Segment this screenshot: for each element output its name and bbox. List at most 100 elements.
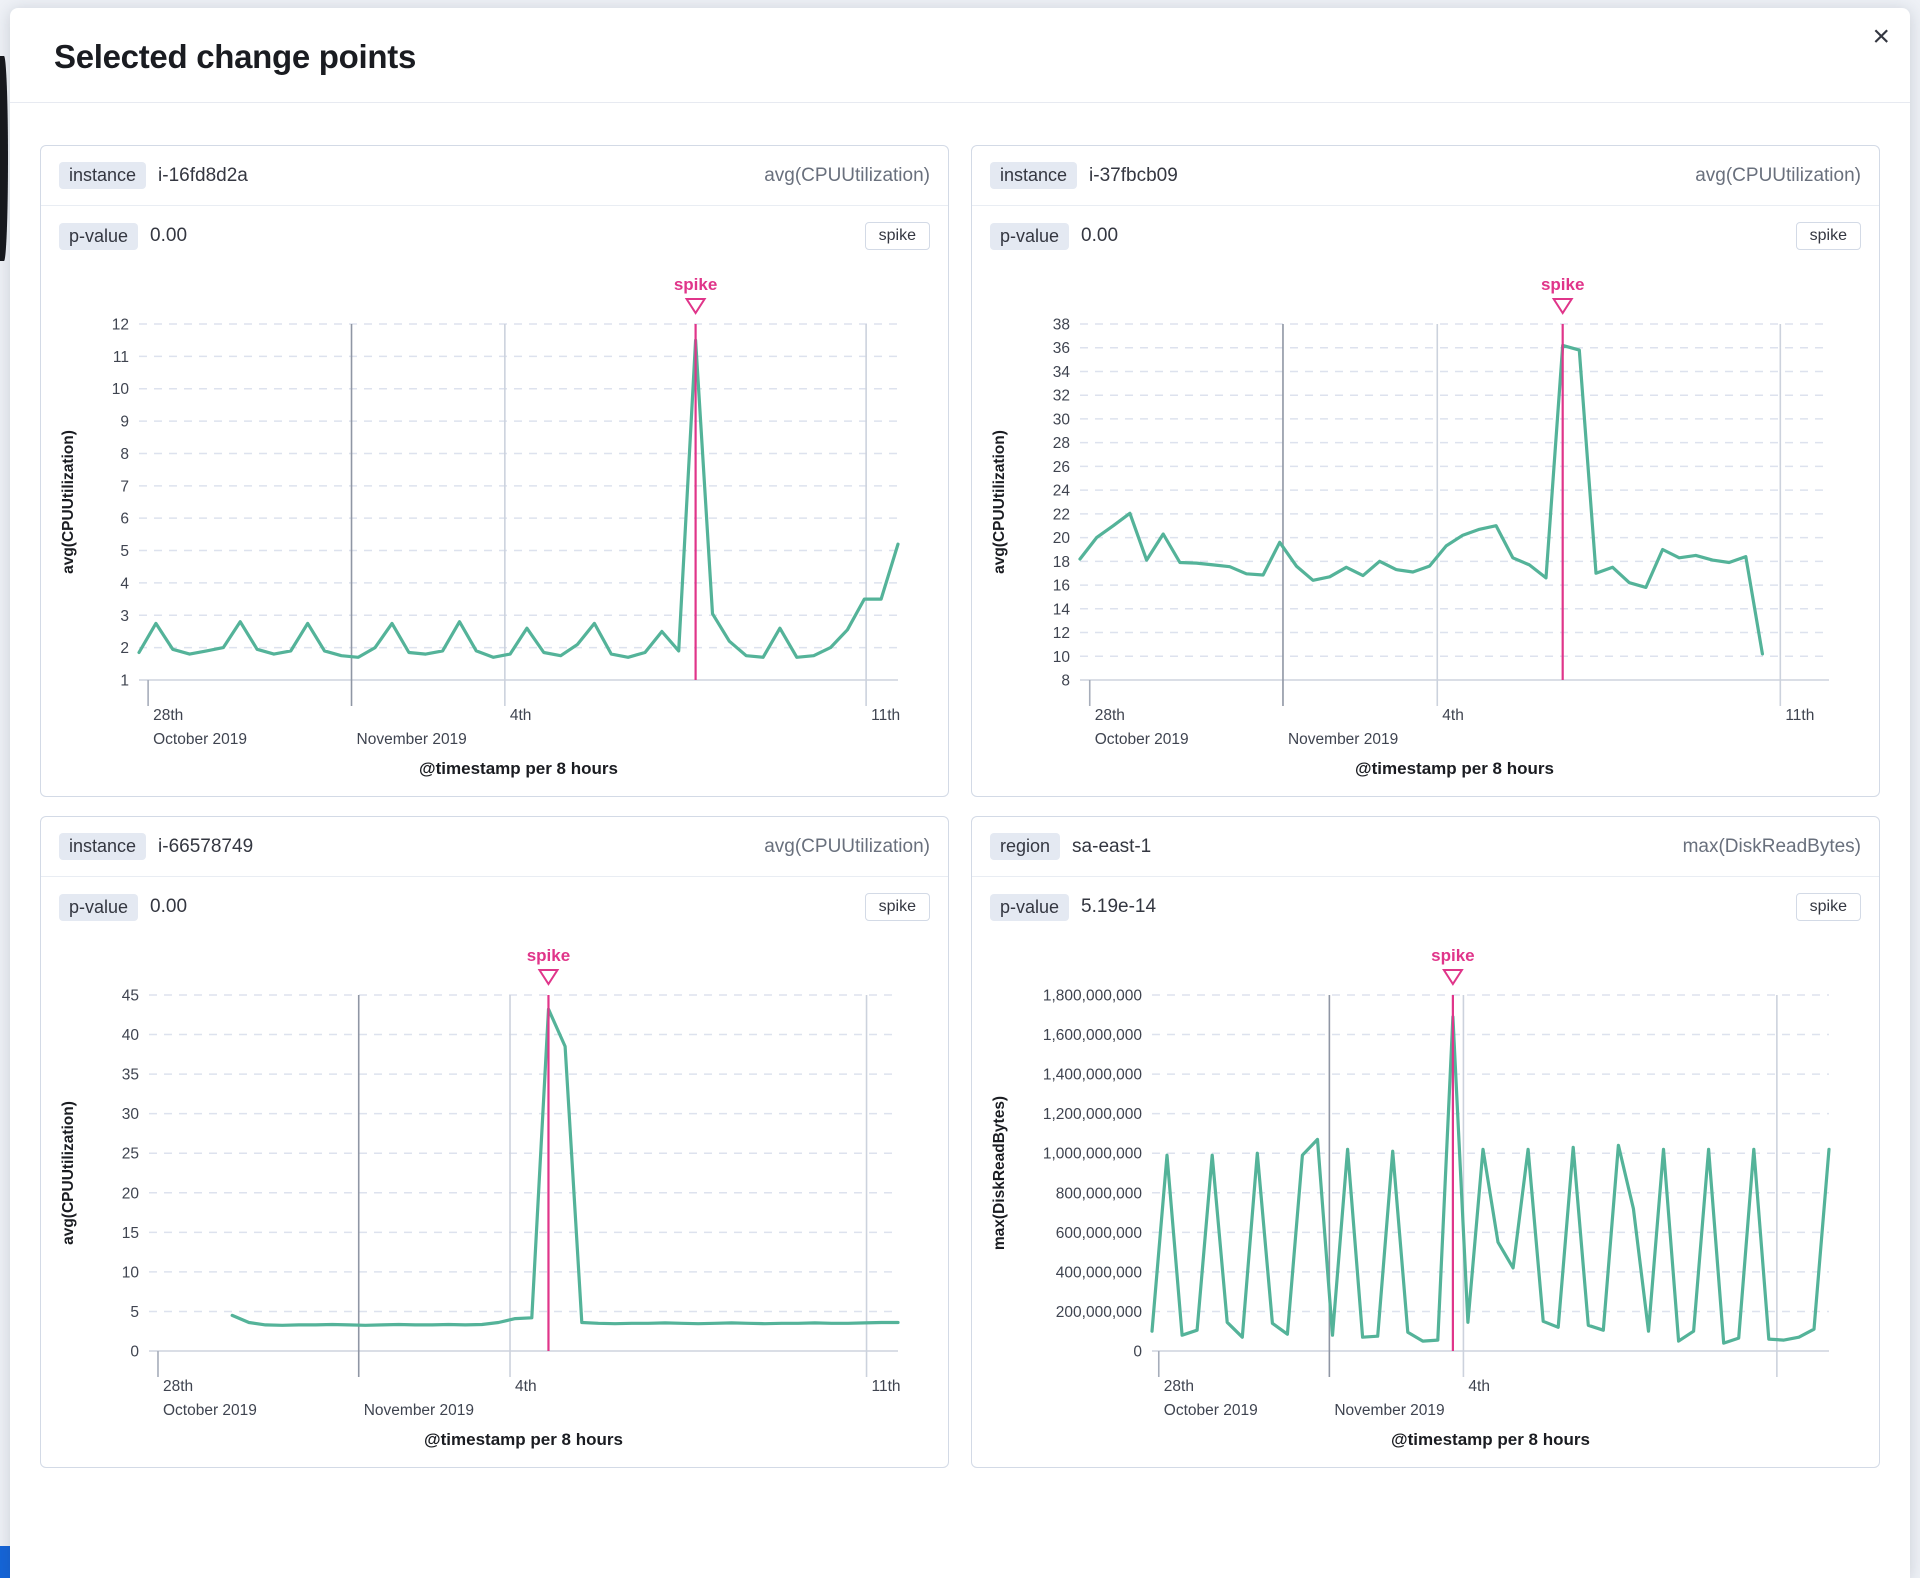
x-tick-label: 4th <box>1442 707 1464 724</box>
chart-canvas[interactable]: 12 11 10 9 8 7 6 5 4 3 2 1 28th October 2019 November … <box>53 266 922 782</box>
card-pvalue-row: p-value 0.00 spike <box>972 206 1879 266</box>
metric-label: avg(CPUUtilization) <box>764 835 930 857</box>
card-pvalue-row: p-value 0.00 spike <box>41 877 948 937</box>
x-tick-label: October 2019 <box>153 731 247 748</box>
metric-label: avg(CPUUtilization) <box>764 164 930 186</box>
p-value-badge: p-value <box>59 893 139 921</box>
y-tick-label: 20 <box>1053 530 1071 547</box>
change-type-badge: spike <box>864 893 930 921</box>
y-tick-label: 1,200,000,000 <box>1043 1106 1143 1123</box>
spike-annotation-label: spike <box>527 946 570 965</box>
y-tick-label: 10 <box>112 381 130 398</box>
page-title: Selected change points <box>54 38 416 75</box>
metric-label: max(DiskReadBytes) <box>1682 835 1861 857</box>
y-tick-label: 15 <box>122 1225 139 1242</box>
field-badge: instance <box>59 162 147 189</box>
y-tick-label: 7 <box>120 478 129 495</box>
y-tick-label: 5 <box>130 1304 139 1321</box>
p-value: 0.00 <box>1081 225 1119 246</box>
change-type-badge: spike <box>1795 893 1861 921</box>
y-tick-label: 12 <box>1053 625 1070 642</box>
change-point-card: region sa-east-1 max(DiskReadBytes) p-va… <box>971 816 1880 1468</box>
x-tick-label: 11th <box>871 707 900 724</box>
y-tick-label: 2 <box>120 640 129 657</box>
metric-line-series <box>137 338 900 659</box>
change-point-card: instance i-37fbcb09 avg(CPUUtilization) … <box>971 145 1880 797</box>
card-pvalue-row: p-value 0.00 spike <box>41 206 948 266</box>
card-header-row: instance i-66578749 avg(CPUUtilization) <box>41 817 948 877</box>
y-tick-label: 25 <box>122 1146 139 1163</box>
chart-canvas[interactable]: 45 40 35 30 25 20 15 10 5 0 28th October 2019 Novemb… <box>53 937 922 1453</box>
x-tick-label: October 2019 <box>163 1402 257 1419</box>
y-tick-label: 40 <box>122 1027 140 1044</box>
close-icon[interactable]: × <box>1866 16 1896 58</box>
y-tick-label: 28 <box>1053 435 1070 452</box>
y-tick-label: 36 <box>1053 340 1070 357</box>
y-axis-title: avg(CPUUtilization) <box>991 430 1008 574</box>
p-value: 0.00 <box>150 896 188 917</box>
x-tick-label: November 2019 <box>1288 731 1398 748</box>
y-tick-label: 12 <box>112 317 129 334</box>
y-tick-label: 34 <box>1053 364 1071 381</box>
x-tick-label: 4th <box>510 707 532 724</box>
spike-annotation-label: spike <box>674 275 717 294</box>
change-type-badge: spike <box>1795 222 1861 250</box>
x-tick-label: 28th <box>163 1378 193 1395</box>
x-axis-title: @timestamp per 8 hours <box>424 1430 623 1449</box>
card-pvalue-row: p-value 5.19e-14 spike <box>972 877 1879 937</box>
y-tick-label: 10 <box>122 1264 140 1281</box>
y-tick-label: 1,600,000,000 <box>1043 1027 1143 1044</box>
triangle-down-icon <box>537 969 560 986</box>
y-tick-label: 20 <box>122 1185 140 1202</box>
y-tick-label: 400,000,000 <box>1056 1264 1143 1281</box>
p-value-badge: p-value <box>990 222 1070 250</box>
field-badge: instance <box>59 833 147 860</box>
change-point-card: instance i-16fd8d2a avg(CPUUtilization) … <box>40 145 949 797</box>
field-value: i-16fd8d2a <box>158 164 248 186</box>
y-tick-label: 24 <box>1053 483 1071 500</box>
metric-label: avg(CPUUtilization) <box>1695 164 1861 186</box>
change-point-chart[interactable]: 1,800,000,000 1,600,000,000 1,400,000,000 1… <box>972 937 1879 1467</box>
x-tick-label: 11th <box>872 1378 901 1395</box>
y-tick-label: 0 <box>1133 1344 1142 1361</box>
spike-annotation-label: spike <box>1431 946 1474 965</box>
y-tick-label: 1,400,000,000 <box>1043 1067 1143 1084</box>
y-tick-label: 800,000,000 <box>1056 1185 1143 1202</box>
chart-canvas[interactable]: 38 36 34 32 30 28 26 24 22 20 18 16 14 12 10 8 28th Octob… <box>984 266 1853 782</box>
change-point-chart[interactable]: 38 36 34 32 30 28 26 24 22 20 18 16 14 12 10 8 28th Octob… <box>972 266 1879 796</box>
y-tick-label: 14 <box>1053 601 1071 618</box>
y-tick-label: 5 <box>120 543 129 560</box>
p-value-badge: p-value <box>59 222 139 250</box>
y-axis-title: avg(CPUUtilization) <box>60 430 77 574</box>
y-tick-label: 8 <box>1061 673 1070 690</box>
change-point-card: instance i-66578749 avg(CPUUtilization) … <box>40 816 949 1468</box>
p-value-badge: p-value <box>990 893 1070 921</box>
card-header-row: instance i-37fbcb09 avg(CPUUtilization) <box>972 146 1879 206</box>
y-axis-title: avg(CPUUtilization) <box>60 1101 77 1245</box>
y-tick-label: 3 <box>120 608 129 625</box>
x-axis-title: @timestamp per 8 hours <box>419 759 618 778</box>
x-tick-label: 4th <box>1468 1378 1490 1395</box>
y-tick-label: 16 <box>1053 578 1070 595</box>
chart-canvas[interactable]: 1,800,000,000 1,600,000,000 1,400,000,000 1… <box>984 937 1853 1453</box>
x-tick-label: October 2019 <box>1095 731 1189 748</box>
triangle-down-icon <box>684 298 707 315</box>
y-tick-label: 4 <box>120 575 129 592</box>
background-fragment <box>0 56 8 261</box>
card-header-row: instance i-16fd8d2a avg(CPUUtilization) <box>41 146 948 206</box>
field-value: sa-east-1 <box>1072 835 1152 857</box>
y-tick-label: 10 <box>1053 649 1071 666</box>
x-tick-label: 11th <box>1785 707 1814 724</box>
y-tick-label: 1,000,000,000 <box>1043 1146 1143 1163</box>
x-axis-title: @timestamp per 8 hours <box>1391 1430 1590 1449</box>
change-point-chart[interactable]: 45 40 35 30 25 20 15 10 5 0 28th October 2019 Novemb… <box>41 937 948 1467</box>
y-tick-label: 8 <box>120 446 129 463</box>
y-tick-label: 1 <box>120 673 129 690</box>
x-tick-label: October 2019 <box>1164 1402 1258 1419</box>
x-tick-label: 28th <box>1095 707 1125 724</box>
x-tick-label: 4th <box>515 1378 537 1395</box>
y-tick-label: 32 <box>1053 388 1070 405</box>
y-tick-label: 26 <box>1053 459 1070 476</box>
change-point-chart[interactable]: 12 11 10 9 8 7 6 5 4 3 2 1 28th October 2019 November … <box>41 266 948 796</box>
